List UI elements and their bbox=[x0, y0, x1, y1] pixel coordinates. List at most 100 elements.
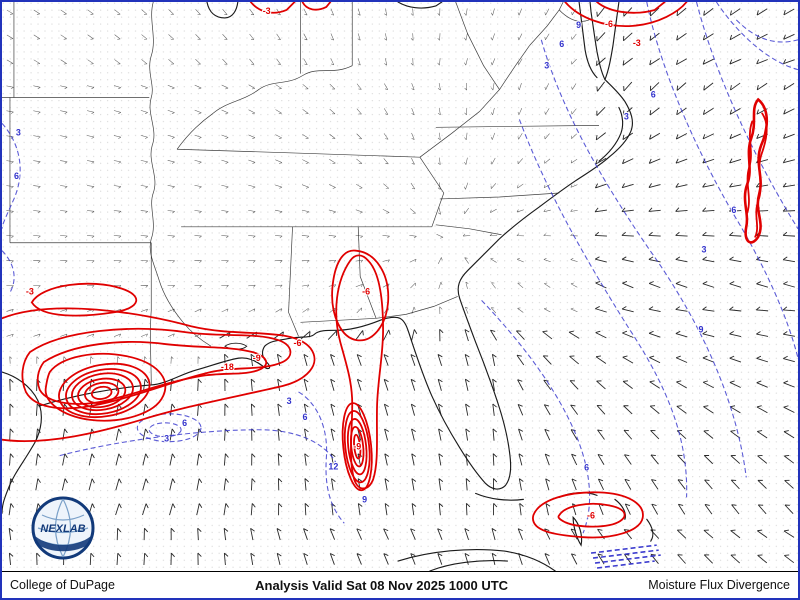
wind-barb bbox=[60, 34, 67, 40]
wind-barb bbox=[113, 210, 122, 214]
wind-barb bbox=[410, 8, 414, 16]
wind-barb bbox=[490, 132, 496, 140]
wind-barb bbox=[571, 58, 577, 65]
wind-barb bbox=[596, 6, 606, 17]
wind-barb bbox=[33, 9, 40, 15]
wind-barb bbox=[649, 355, 661, 364]
wind-barb bbox=[223, 453, 229, 466]
wind-barb bbox=[167, 135, 175, 139]
convergence-contour bbox=[557, 502, 626, 528]
wind-barb bbox=[33, 160, 41, 164]
wind-barb bbox=[63, 356, 66, 364]
wind-barb bbox=[114, 34, 121, 40]
wind-barb bbox=[438, 207, 441, 215]
wind-barb bbox=[703, 529, 714, 539]
wind-barb bbox=[571, 33, 577, 40]
eleuthera-island bbox=[614, 498, 626, 520]
wind-barb bbox=[517, 158, 523, 165]
wind-barb bbox=[383, 108, 389, 115]
wind-barb bbox=[544, 282, 551, 288]
wind-barb bbox=[33, 210, 41, 214]
wind-barb bbox=[756, 59, 768, 65]
wind-barb bbox=[437, 553, 443, 565]
wind-barb bbox=[9, 428, 14, 441]
wind-barb bbox=[113, 185, 122, 189]
wind-barb bbox=[60, 9, 67, 15]
wind-barb bbox=[569, 355, 579, 365]
contour-value-label: -6 bbox=[605, 19, 613, 29]
contour-value-label: 6 bbox=[302, 412, 307, 422]
wind-barb bbox=[757, 455, 768, 464]
wind-barb bbox=[167, 285, 175, 288]
wind-barb bbox=[328, 184, 336, 189]
wind-barb bbox=[649, 58, 660, 66]
wind-barb bbox=[355, 183, 363, 189]
wind-barb bbox=[594, 231, 607, 237]
wind-barb bbox=[756, 331, 769, 337]
contour-value-label: -9 bbox=[253, 353, 261, 363]
state-border-ms-al bbox=[288, 226, 299, 337]
wind-barb bbox=[411, 157, 415, 165]
wind-barb bbox=[648, 330, 661, 338]
wind-barb bbox=[596, 57, 606, 66]
wind-barb bbox=[594, 256, 607, 263]
wind-barb bbox=[249, 58, 255, 65]
wind-barb bbox=[491, 353, 497, 367]
wind-barb bbox=[382, 209, 390, 214]
wind-barb bbox=[141, 9, 148, 15]
wind-barb bbox=[675, 355, 688, 363]
wind-barb bbox=[570, 404, 579, 415]
convergence-contour bbox=[564, 2, 688, 27]
wind-barb bbox=[783, 281, 795, 288]
wind-barb bbox=[594, 183, 607, 189]
wind-barb bbox=[650, 529, 660, 539]
wind-barb bbox=[8, 552, 14, 566]
wind-barb bbox=[169, 428, 176, 441]
wind-barb bbox=[492, 478, 498, 491]
wind-barb bbox=[594, 207, 607, 213]
wind-barb bbox=[703, 7, 714, 16]
wind-barb bbox=[33, 333, 41, 337]
wind-barb bbox=[490, 208, 497, 213]
wind-barb bbox=[729, 8, 741, 16]
logo-longitude-lines bbox=[54, 498, 72, 558]
wind-barb bbox=[783, 108, 795, 115]
wind-barb bbox=[221, 260, 229, 263]
wind-barb bbox=[730, 82, 741, 91]
wind-barb bbox=[492, 428, 497, 441]
wind-barb bbox=[783, 355, 795, 363]
wind-barb bbox=[622, 330, 634, 338]
convergence-contour bbox=[249, 2, 296, 14]
wind-barb bbox=[464, 107, 468, 116]
convergence-contour bbox=[44, 353, 167, 422]
wind-barb bbox=[6, 9, 14, 15]
wind-barb bbox=[491, 282, 496, 289]
wind-barb bbox=[570, 282, 578, 288]
contour-value-label: 3 bbox=[701, 245, 706, 255]
wind-barb bbox=[113, 235, 122, 239]
wind-barb bbox=[8, 527, 14, 541]
wind-barb bbox=[543, 258, 551, 263]
wind-barb bbox=[143, 356, 147, 364]
wind-barb bbox=[250, 353, 256, 367]
wind-barb bbox=[86, 235, 95, 239]
wind-barb bbox=[491, 528, 497, 541]
divergence-contour bbox=[2, 122, 21, 229]
wind-barb bbox=[409, 234, 417, 239]
wind-barb bbox=[6, 110, 14, 114]
convergence-contour bbox=[335, 254, 384, 490]
wind-barb bbox=[570, 553, 578, 565]
wind-barb bbox=[704, 479, 713, 490]
wind-barb bbox=[221, 159, 229, 164]
wind-barb bbox=[194, 285, 202, 288]
wind-barb bbox=[675, 256, 688, 263]
wind-barb bbox=[6, 59, 14, 65]
wind-barb bbox=[116, 356, 120, 364]
wind-barb bbox=[622, 132, 634, 140]
wind-barb bbox=[675, 306, 688, 312]
wind-barb bbox=[597, 429, 605, 440]
contour-value-label: 6 bbox=[651, 89, 656, 99]
wind-barb bbox=[248, 210, 256, 214]
wind-barb bbox=[223, 503, 229, 516]
